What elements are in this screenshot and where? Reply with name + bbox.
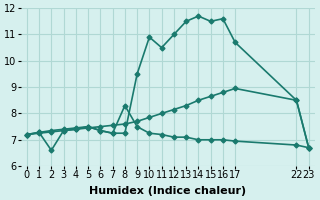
X-axis label: Humidex (Indice chaleur): Humidex (Indice chaleur) <box>89 186 246 196</box>
